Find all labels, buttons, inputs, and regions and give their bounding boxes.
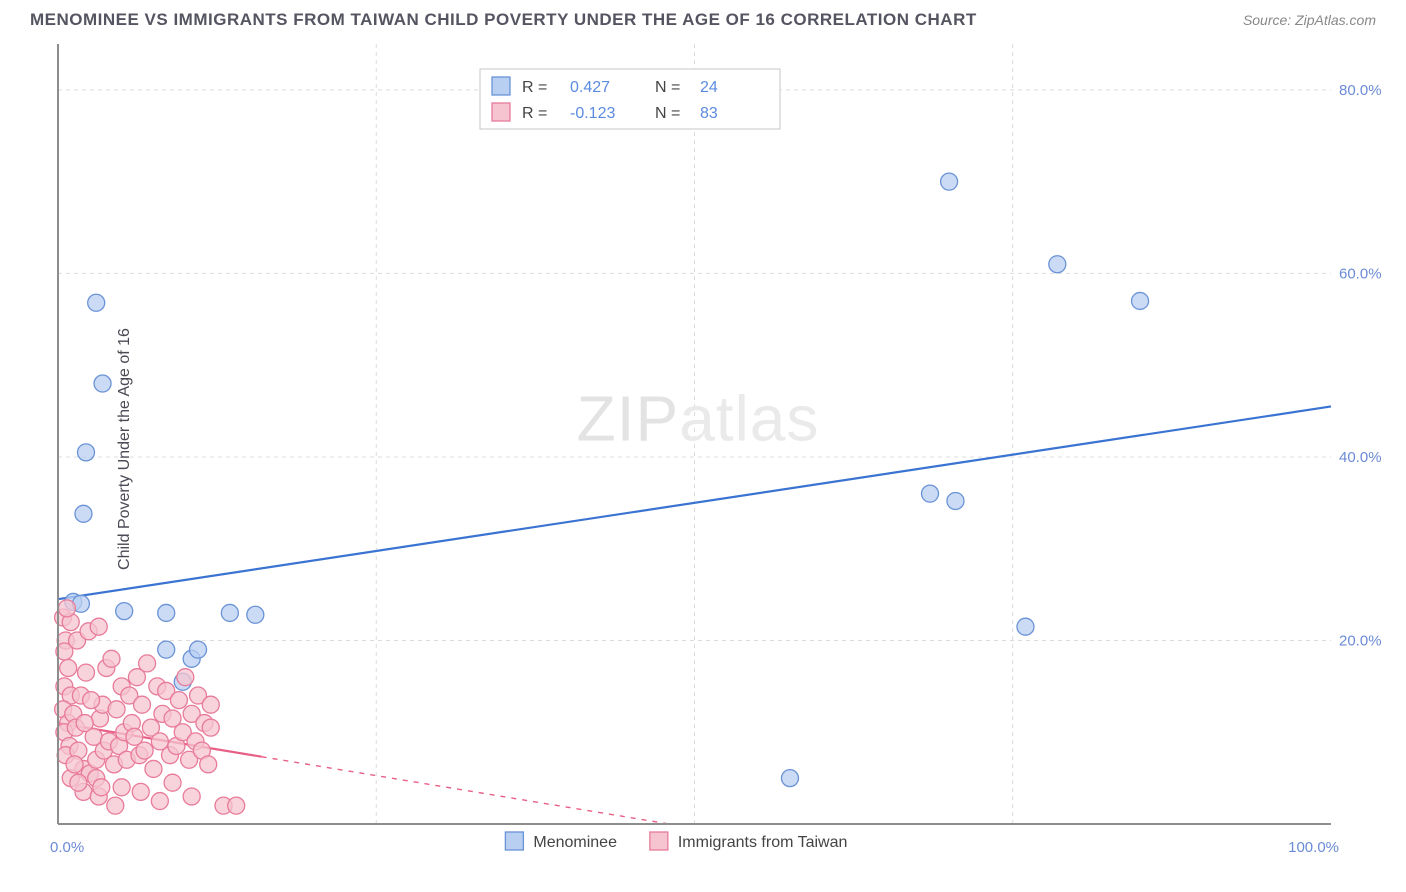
y-tick-label: 40.0% [1339, 449, 1382, 466]
data-point [158, 604, 175, 621]
data-point [164, 774, 181, 791]
data-point [103, 650, 120, 667]
legend-n-label: N = [655, 105, 680, 122]
legend-r-label: R = [522, 79, 547, 96]
data-point [145, 760, 162, 777]
data-point [202, 696, 219, 713]
data-point [170, 692, 187, 709]
legend-n-label: N = [655, 79, 680, 96]
legend-series-label: Immigrants from Taiwan [678, 834, 848, 851]
data-point [202, 719, 219, 736]
data-point [107, 797, 124, 814]
data-point [76, 715, 93, 732]
legend-r-value: 0.427 [570, 79, 610, 96]
data-point [88, 294, 105, 311]
data-point [136, 742, 153, 759]
chart-title: MENOMINEE VS IMMIGRANTS FROM TAIWAN CHIL… [30, 10, 977, 30]
y-tick-label: 60.0% [1339, 265, 1382, 282]
data-point [83, 692, 100, 709]
data-point [1017, 618, 1034, 635]
data-point [922, 485, 939, 502]
y-axis-label: Child Poverty Under the Age of 16 [116, 328, 134, 570]
data-point [781, 770, 798, 787]
data-point [183, 788, 200, 805]
data-point [1132, 292, 1149, 309]
data-point [190, 641, 207, 658]
legend-swatch [650, 832, 668, 850]
legend-swatch [505, 832, 523, 850]
data-point [75, 505, 92, 522]
data-point [108, 701, 125, 718]
chart-container: Child Poverty Under the Age of 16 ZIPatl… [10, 34, 1386, 864]
data-point [947, 492, 964, 509]
data-point [66, 756, 83, 773]
data-point [90, 618, 107, 635]
y-tick-label: 80.0% [1339, 82, 1382, 99]
data-point [113, 779, 130, 796]
data-point [134, 696, 151, 713]
legend-n-value: 24 [700, 79, 718, 96]
data-point [139, 655, 156, 672]
data-point [158, 641, 175, 658]
chart-source: Source: ZipAtlas.com [1243, 12, 1376, 28]
data-point [941, 173, 958, 190]
data-point [116, 603, 133, 620]
legend-series-label: Menominee [533, 834, 617, 851]
data-point [70, 774, 87, 791]
x-tick-label: 100.0% [1288, 839, 1339, 856]
data-point [151, 793, 168, 810]
data-point [132, 783, 149, 800]
data-point [94, 375, 111, 392]
data-point [177, 669, 194, 686]
legend-n-value: 83 [700, 105, 718, 122]
legend-r-value: -0.123 [570, 105, 615, 122]
data-point [60, 660, 77, 677]
data-point [78, 444, 95, 461]
data-point [1049, 256, 1066, 273]
correlation-chart: ZIPatlas 20.0% 40.0% 60.0% 80.0% 0.0% 100.0% R … [10, 34, 1386, 864]
y-tick-label: 20.0% [1339, 632, 1382, 649]
data-point [228, 797, 245, 814]
chart-header: MENOMINEE VS IMMIGRANTS FROM TAIWAN CHIL… [10, 10, 1386, 34]
legend-swatch [492, 103, 510, 121]
data-point [221, 604, 238, 621]
x-tick-label: 0.0% [50, 839, 84, 856]
legend-swatch [492, 77, 510, 95]
legend-r-label: R = [522, 105, 547, 122]
data-point [78, 664, 95, 681]
data-point [58, 600, 75, 617]
regression-line-dashed [262, 757, 669, 824]
svg-text:ZIPatlas: ZIPatlas [577, 383, 820, 455]
data-point [247, 606, 264, 623]
data-point [93, 779, 110, 796]
data-point [200, 756, 217, 773]
